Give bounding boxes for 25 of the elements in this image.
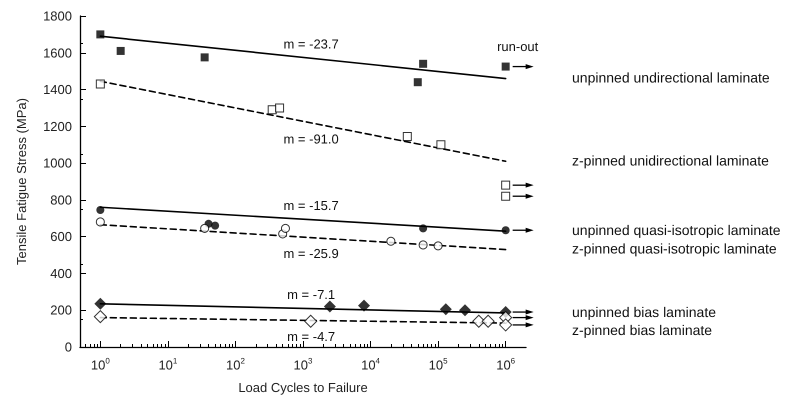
text: unpinned undirectional laminate xyxy=(572,70,770,86)
text: unpinned bias laminate xyxy=(572,304,716,320)
text: z-pinned bias laminate xyxy=(572,322,712,338)
y-tick-label: 1600 xyxy=(43,45,72,60)
y-tick-label: 600 xyxy=(50,229,72,244)
y-tick-label: 1400 xyxy=(43,82,72,98)
annotation: run-out xyxy=(497,39,539,54)
annotation: m = -7.1 xyxy=(287,287,336,302)
annotation: m = -91.0 xyxy=(283,131,339,146)
annotation: m = -4.7 xyxy=(287,328,336,344)
y-tick-label: 800 xyxy=(50,192,72,208)
text: z-pinned unidirectional laminate xyxy=(572,152,770,168)
y-tick-label: 1800 xyxy=(43,8,72,24)
y-tick-label: 200 xyxy=(50,302,72,318)
y-tick-label: 1000 xyxy=(43,156,72,171)
y-tick-label: 1200 xyxy=(43,118,72,134)
x-axis-title: Load Cycles to Failure xyxy=(238,380,368,395)
y-tick-label: 0 xyxy=(64,340,72,354)
annotation: m = -25.9 xyxy=(283,246,339,262)
annotation: m = -23.7 xyxy=(283,36,339,52)
y-axis-title: Tensile Fatigue Stress (MPa) xyxy=(14,98,29,265)
text: unpinned quasi-isotropic laminate xyxy=(572,222,781,238)
text: z-pinned quasi-isotropic laminate xyxy=(572,240,777,257)
y-tick-label: 400 xyxy=(50,266,72,281)
annotation: m = -15.7 xyxy=(283,198,339,214)
